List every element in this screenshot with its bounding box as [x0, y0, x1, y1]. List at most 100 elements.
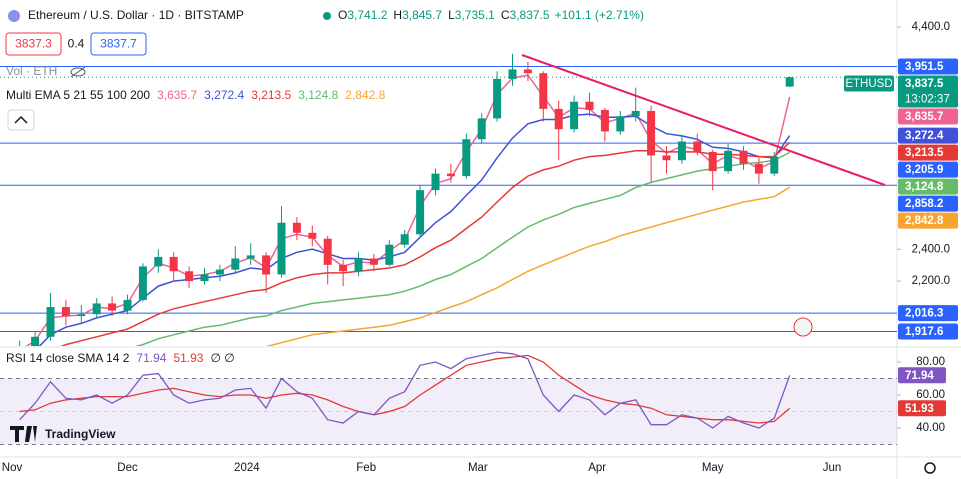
rsi-extra: ∅ ∅ [210, 351, 234, 365]
candle-body [446, 173, 455, 177]
x-tick-label: Feb [356, 462, 376, 474]
candle-body [585, 101, 594, 110]
ema-line [264, 186, 791, 346]
candle-body [169, 256, 178, 272]
rsi-line [19, 351, 791, 429]
ema-line [25, 74, 791, 346]
price-pane [0, 53, 897, 346]
candle-body [677, 141, 686, 161]
x-tick-label: Apr [588, 462, 606, 474]
candle-body [400, 234, 409, 245]
candle-body [724, 150, 733, 172]
price-label: 3,124.8 [905, 181, 944, 193]
y-tick-label: 4,400.0 [912, 21, 950, 33]
ohlc-key: H [393, 8, 402, 22]
trend-line[interactable] [521, 54, 886, 186]
buy-button[interactable] [90, 32, 147, 56]
price-label: 3,213.5 [905, 147, 944, 159]
y-tick-label: 2,400.0 [912, 243, 950, 255]
event-flag[interactable] [793, 317, 813, 337]
ohlc-value: 3,837.5 [510, 8, 550, 22]
candle-body [123, 299, 132, 311]
rsi-label-box [898, 367, 946, 384]
candle-body [539, 73, 548, 109]
price-label-box [898, 58, 958, 75]
ohlc-legend: O3,741.2 H3,845.7 L3,735.1 C3,837.5 +101.1 (… [338, 8, 644, 22]
price-label-box [898, 305, 958, 322]
price-label-box [898, 212, 958, 229]
ema-line [134, 151, 791, 346]
price-label: 2,016.3 [905, 308, 943, 320]
rsi-label: 71.94 [905, 370, 934, 382]
price-label: 3,205.9 [905, 164, 943, 176]
x-tick-label: 2024 [234, 462, 260, 474]
ohlc-key: L [448, 8, 455, 22]
candle-body [554, 108, 563, 130]
candle-body [462, 139, 471, 177]
price-label-box [898, 144, 958, 161]
rsi-tick-label: 60.00 [916, 389, 945, 401]
spread: 0.4 [68, 37, 85, 51]
candle-body [339, 264, 348, 272]
x-tick-label: Jun [823, 462, 842, 474]
x-tick-label: May [702, 462, 724, 474]
price-label-box [898, 127, 958, 144]
price-label-box [898, 178, 958, 195]
countdown: 13:02:37 [905, 94, 950, 106]
rsi-label-box [898, 400, 946, 417]
candle-body [246, 255, 255, 259]
ohlc-value: 3,845.7 [402, 8, 442, 22]
buy-price[interactable]: 3837.7 [100, 37, 137, 51]
sell-price[interactable]: 3837.3 [15, 37, 52, 51]
candle-body [77, 314, 86, 317]
candle-body [262, 255, 271, 275]
ema-line [38, 113, 791, 346]
rsi-sma-line [19, 354, 791, 424]
collapse-icon[interactable] [14, 115, 28, 124]
candle-body [108, 303, 117, 311]
candle-body [369, 258, 378, 265]
candle-body [631, 110, 640, 117]
candle-body [92, 303, 101, 315]
ema-value: 2,842.8 [345, 88, 385, 102]
candle-body [570, 101, 579, 130]
symbol-title: Ethereum / U.S. Dollar · 1D · BITSTAMP [28, 8, 244, 22]
candle-body [616, 116, 625, 132]
market-status[interactable] [323, 12, 331, 20]
candle-body [31, 336, 40, 346]
ohlc-value: 3,741.2 [347, 8, 387, 22]
candle-body [785, 77, 794, 87]
x-tick-label: Nov [2, 462, 23, 474]
candle-body [154, 256, 163, 267]
ema-value: 3,272.4 [204, 88, 244, 102]
price-label: 1,917.6 [905, 326, 943, 338]
candle-body [647, 110, 656, 156]
rsi-tick-label: 80.00 [916, 356, 945, 368]
sell-button[interactable] [5, 32, 62, 56]
collapse-button[interactable] [7, 109, 35, 131]
candle-body [493, 78, 502, 119]
candle-body [385, 244, 394, 265]
candle-body [292, 222, 301, 233]
candle-body [431, 173, 440, 191]
ohlc-change: +101.1 (+2.71%) [555, 8, 644, 22]
candle-body [138, 266, 147, 300]
price-label: 3,635.7 [905, 111, 943, 123]
ohlc-key: C [501, 8, 510, 22]
candle-body [46, 306, 55, 337]
rsi-sma-value: 51.93 [173, 351, 203, 365]
price-label-box [898, 161, 958, 178]
candle-body [508, 69, 517, 79]
y-tick-label: 2,200.0 [912, 275, 950, 287]
settings-icon[interactable] [924, 462, 936, 474]
candle-body [770, 156, 779, 174]
price-label: 3,951.5 [905, 61, 944, 73]
price-label: 3,837.5 [905, 78, 944, 90]
candle-body [523, 69, 532, 74]
ohlc-value: 3,735.1 [455, 8, 495, 22]
eye-icon[interactable] [70, 66, 86, 78]
candle-body [600, 109, 609, 132]
indicator-name: Multi EMA 5 21 55 100 200 [6, 88, 150, 102]
